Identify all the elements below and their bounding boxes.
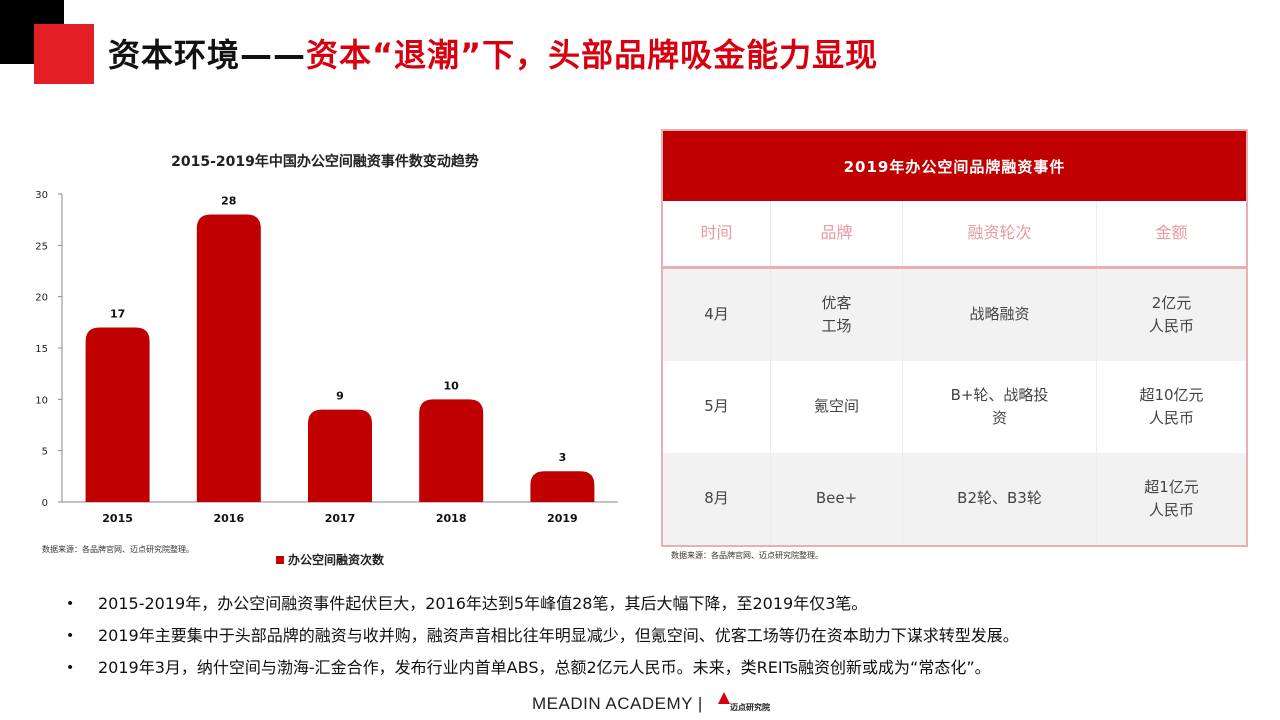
y-tick-label: 0 — [42, 498, 48, 509]
table-title: 2019年办公空间品牌融资事件 — [663, 131, 1246, 201]
table-row: 5月 氪空间 B+轮、战略投 资 超10亿元 人民币 — [663, 361, 1246, 453]
table-cell: 超1亿元 人民币 — [1144, 477, 1199, 519]
chart-legend: 办公空间融资次数 — [276, 551, 384, 568]
table-cell: 战略融资 — [903, 269, 1097, 361]
table-cell: B+轮、战略投 资 — [903, 361, 1097, 453]
table-cell: 8月 — [663, 453, 771, 545]
y-tick-label: 25 — [35, 241, 48, 252]
legend-label: 办公空间融资次数 — [288, 553, 385, 567]
table-cell: 超10亿元 人民币 — [1139, 385, 1204, 427]
table-row: 4月 优客 工场 战略融资 2亿元 人民币 — [663, 269, 1246, 361]
bar-2018 — [419, 399, 484, 502]
bar-2019 — [530, 471, 595, 502]
chart-title: 2015-2019年中国办公空间融资事件数变动趋势 — [171, 154, 479, 170]
bullet-item: 2015-2019年，办公空间融资事件起伏巨大，2016年达到5年峰值28笔，其… — [66, 588, 1246, 620]
data-label: 17 — [110, 307, 125, 320]
data-label: 3 — [559, 451, 567, 464]
chart-source-note: 数据来源：各品牌官网、迈点研究院整理。 — [42, 545, 194, 554]
page-title: 资本环境——资本“退潮”下，头部品牌吸金能力显现 — [108, 30, 878, 76]
table-cell: 氪空间 — [771, 361, 903, 453]
page-title-black: 资本环境—— — [108, 36, 307, 74]
header-cell-amount: 金额 — [1155, 223, 1188, 243]
data-label: 10 — [444, 379, 460, 392]
x-tick-label: 2018 — [436, 512, 467, 525]
x-tick-label: 2019 — [547, 512, 578, 525]
bullet-item: 2019年主要集中于头部品牌的融资与收并购，融资声音相比往年明显减少，但氪空间、… — [66, 620, 1246, 652]
summary-bullets: 2015-2019年，办公空间融资事件起伏巨大，2016年达到5年峰值28笔，其… — [66, 588, 1246, 684]
header-cell-time: 时间 — [663, 201, 771, 266]
table-cell: Bee+ — [771, 453, 903, 545]
table-header-row: 时间 品牌 融资轮次 金额 — [663, 201, 1246, 269]
financing-table: 2019年办公空间品牌融资事件 时间 品牌 融资轮次 金额 4月 优客 工场 战… — [661, 129, 1248, 547]
bar-2017 — [308, 409, 372, 502]
bullet-item: 2019年3月，纳什空间与渤海-汇金合作，发布行业内首单ABS，总额2亿元人民币… — [66, 652, 1246, 684]
bar-2016 — [196, 214, 261, 502]
y-tick-label: 10 — [35, 395, 48, 406]
table-row: 8月 Bee+ B2轮、B3轮 超1亿元 人民币 — [663, 453, 1246, 545]
bar-2015 — [85, 327, 150, 502]
footer-academy-text: MEADIN ACADEMY | — [532, 694, 703, 713]
legend-swatch — [276, 555, 284, 564]
table-cell: 4月 — [663, 269, 771, 361]
y-tick-label: 20 — [35, 293, 48, 304]
bar-chart: 0 5 10 15 20 25 30 17 2015 28 2016 9 2017 10 2018 3 2019 — [35, 190, 618, 525]
table-cell: B2轮、B3轮 — [903, 453, 1097, 545]
page-title-red: 资本“退潮”下，头部品牌吸金能力显现 — [306, 36, 879, 74]
data-label: 9 — [336, 390, 344, 403]
x-tick-label: 2015 — [102, 512, 133, 525]
logo-brand-text: 迈点研究院 — [730, 703, 770, 712]
table-source-note: 数据来源：各品牌官网、迈点研究院整理。 — [671, 551, 823, 560]
table-cell: 5月 — [663, 361, 771, 453]
table-cell: 2亿元 人民币 — [1148, 293, 1194, 335]
x-tick-label: 2017 — [325, 512, 356, 525]
logo-mark-icon — [718, 692, 730, 704]
y-tick-label: 15 — [35, 344, 48, 355]
x-tick-label: 2016 — [213, 512, 244, 525]
meadin-logo: 迈点研究院 — [714, 692, 784, 716]
header-cell-brand: 品牌 — [771, 201, 903, 266]
header-cell-round: 融资轮次 — [903, 201, 1097, 266]
y-tick-label: 30 — [35, 190, 48, 201]
corner-decoration-red — [34, 24, 94, 84]
table-cell: 优客 工场 — [771, 269, 903, 361]
data-label: 28 — [221, 195, 236, 208]
y-tick-label: 5 — [42, 447, 48, 458]
